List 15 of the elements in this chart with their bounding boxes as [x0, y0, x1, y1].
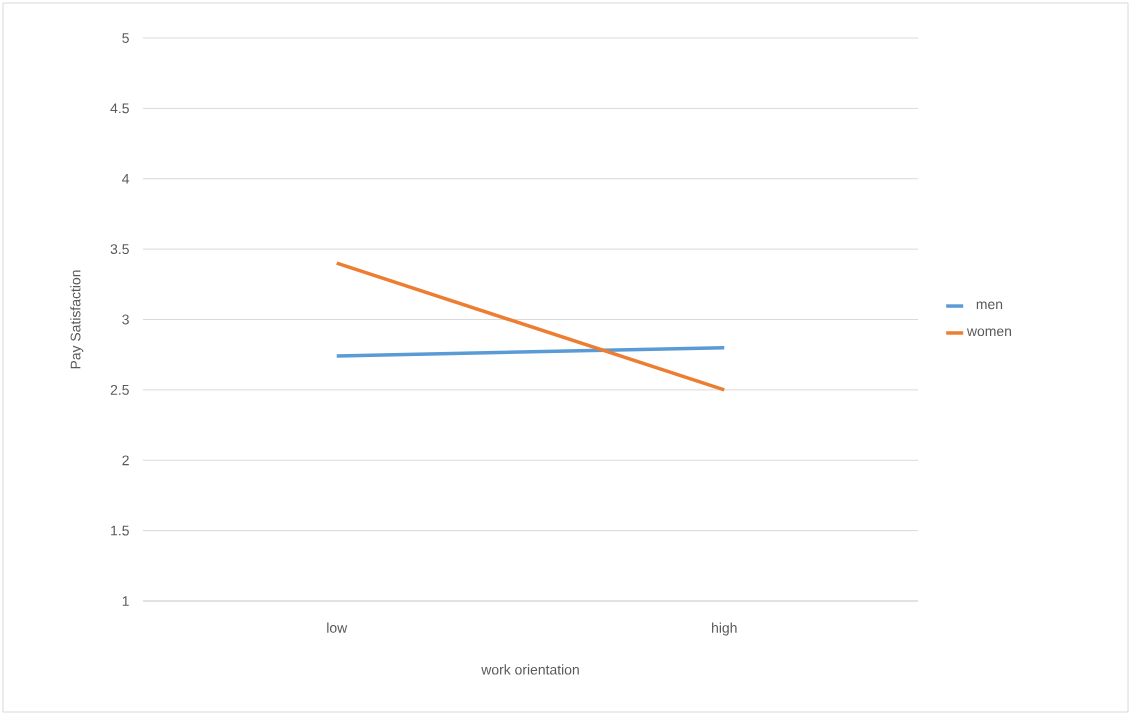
- y-tick-label: 2: [122, 455, 129, 466]
- y-tick-label: 3: [122, 314, 129, 325]
- y-tick-label: 1.5: [111, 525, 129, 536]
- y-tick-label: 5: [122, 33, 129, 43]
- y-tick-label: 1: [122, 596, 129, 606]
- y-tick-label: 2.5: [110, 384, 129, 395]
- x-tick-label: low: [327, 622, 348, 633]
- y-tick-label: 3.5: [110, 244, 129, 255]
- legend-label: men: [976, 301, 1003, 310]
- x-axis-title: work orientation: [481, 664, 579, 675]
- y-tick-label: 4: [122, 173, 130, 184]
- y-axis-title: Pay Satisfaction: [70, 270, 84, 369]
- x-tick-label: high: [712, 622, 737, 636]
- y-tick-label: 4.5: [110, 103, 129, 114]
- legend-label: women: [966, 328, 1012, 337]
